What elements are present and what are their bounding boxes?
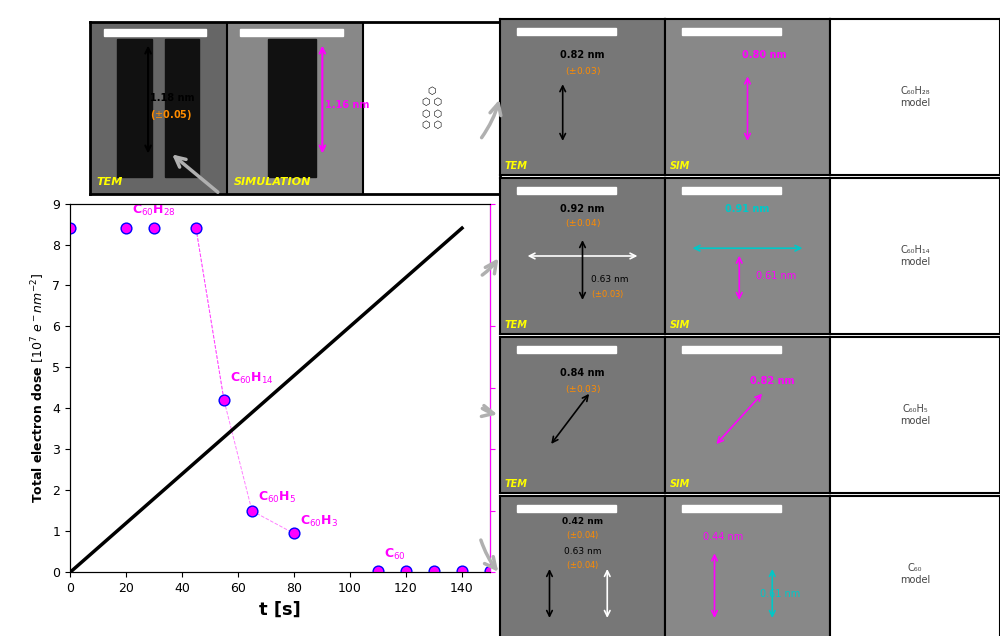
Text: TEM: TEM xyxy=(97,177,123,188)
Bar xyxy=(682,506,781,511)
Bar xyxy=(516,347,616,352)
Text: ($\pm$0.05): ($\pm$0.05) xyxy=(150,108,192,122)
Text: 1.18 nm: 1.18 nm xyxy=(150,93,195,103)
Text: ($\pm$0.04): ($\pm$0.04) xyxy=(566,529,599,541)
Text: C$_{60}$: C$_{60}$ xyxy=(384,547,405,562)
Point xyxy=(188,223,204,233)
Text: C₆₀H₁₄
model: C₆₀H₁₄ model xyxy=(900,245,930,266)
Y-axis label: C$_{60}$H$_n$: C$_{60}$H$_n$ xyxy=(521,367,538,409)
Bar xyxy=(682,188,781,193)
Text: TEM: TEM xyxy=(505,161,528,170)
Bar xyxy=(516,188,616,193)
Y-axis label: Total electron dose $[10^7\ e^-nm^{-2}]$: Total electron dose $[10^7\ e^-nm^{-2}]$ xyxy=(29,273,47,503)
Text: C$_{60}$H$_{3}$: C$_{60}$H$_{3}$ xyxy=(300,515,338,529)
X-axis label: t [s]: t [s] xyxy=(259,600,301,619)
Text: 0.44 nm: 0.44 nm xyxy=(703,532,743,542)
Bar xyxy=(240,29,343,36)
Text: ⬡
⬡ ⬡
⬡ ⬡
⬡ ⬡: ⬡ ⬡ ⬡ ⬡ ⬡ ⬡ ⬡ xyxy=(422,86,442,130)
Point xyxy=(62,223,78,233)
Text: 0.82 nm: 0.82 nm xyxy=(750,376,795,386)
Bar xyxy=(682,347,781,352)
Text: 1.16 nm: 1.16 nm xyxy=(325,100,369,110)
Text: ($\pm$0.03): ($\pm$0.03) xyxy=(565,383,600,394)
Text: C₆₀H₅
model: C₆₀H₅ model xyxy=(900,404,930,425)
Point xyxy=(398,565,414,576)
Text: SIM: SIM xyxy=(670,161,690,170)
Bar xyxy=(104,29,206,36)
Text: 0.91 nm: 0.91 nm xyxy=(725,204,770,214)
Text: ($\pm$0.03): ($\pm$0.03) xyxy=(591,287,624,300)
Text: ($\pm$0.04): ($\pm$0.04) xyxy=(566,559,599,570)
Bar xyxy=(516,506,616,511)
Bar xyxy=(516,29,616,34)
Point xyxy=(286,529,302,539)
Point xyxy=(370,565,386,576)
Bar xyxy=(90,22,227,194)
Point xyxy=(146,223,162,233)
Text: ($\pm$0.03): ($\pm$0.03) xyxy=(565,65,600,76)
Point xyxy=(216,395,232,405)
Bar xyxy=(363,22,500,194)
Text: 0.61 nm: 0.61 nm xyxy=(756,272,796,281)
Text: C$_{60}$H$_{14}$: C$_{60}$H$_{14}$ xyxy=(230,371,274,386)
Text: C$_{60}$H$_{5}$: C$_{60}$H$_{5}$ xyxy=(258,490,296,505)
Text: C₆₀
model: C₆₀ model xyxy=(900,563,930,584)
Text: 0.42 nm: 0.42 nm xyxy=(562,517,603,526)
Bar xyxy=(302,39,316,177)
Bar xyxy=(682,29,781,34)
Text: SIM: SIM xyxy=(670,479,690,488)
Text: 0.63 nm: 0.63 nm xyxy=(564,547,601,556)
Bar xyxy=(227,22,363,194)
Text: C₆₀H₂₈
model: C₆₀H₂₈ model xyxy=(900,86,930,107)
Text: SIMULATION: SIMULATION xyxy=(234,177,311,188)
Text: 0.61 nm: 0.61 nm xyxy=(760,590,801,599)
Text: 0.82 nm: 0.82 nm xyxy=(560,50,605,60)
Text: ($\pm$0.04): ($\pm$0.04) xyxy=(565,218,600,230)
Text: 0.63 nm: 0.63 nm xyxy=(591,275,628,284)
Text: TEM: TEM xyxy=(505,479,528,488)
Text: SIM: SIM xyxy=(670,320,690,329)
Text: 0.84 nm: 0.84 nm xyxy=(560,368,605,378)
Point xyxy=(426,565,442,576)
Bar xyxy=(117,39,152,177)
Text: TEM: TEM xyxy=(505,320,528,329)
Bar xyxy=(268,39,302,177)
Point xyxy=(244,506,260,516)
Point xyxy=(482,565,498,576)
Point xyxy=(118,223,134,233)
Point xyxy=(454,565,470,576)
Text: 0.92 nm: 0.92 nm xyxy=(560,204,605,214)
Text: 0.80 nm: 0.80 nm xyxy=(742,50,786,60)
Text: C$_{60}$H$_{28}$: C$_{60}$H$_{28}$ xyxy=(132,203,176,218)
Bar xyxy=(165,39,199,177)
